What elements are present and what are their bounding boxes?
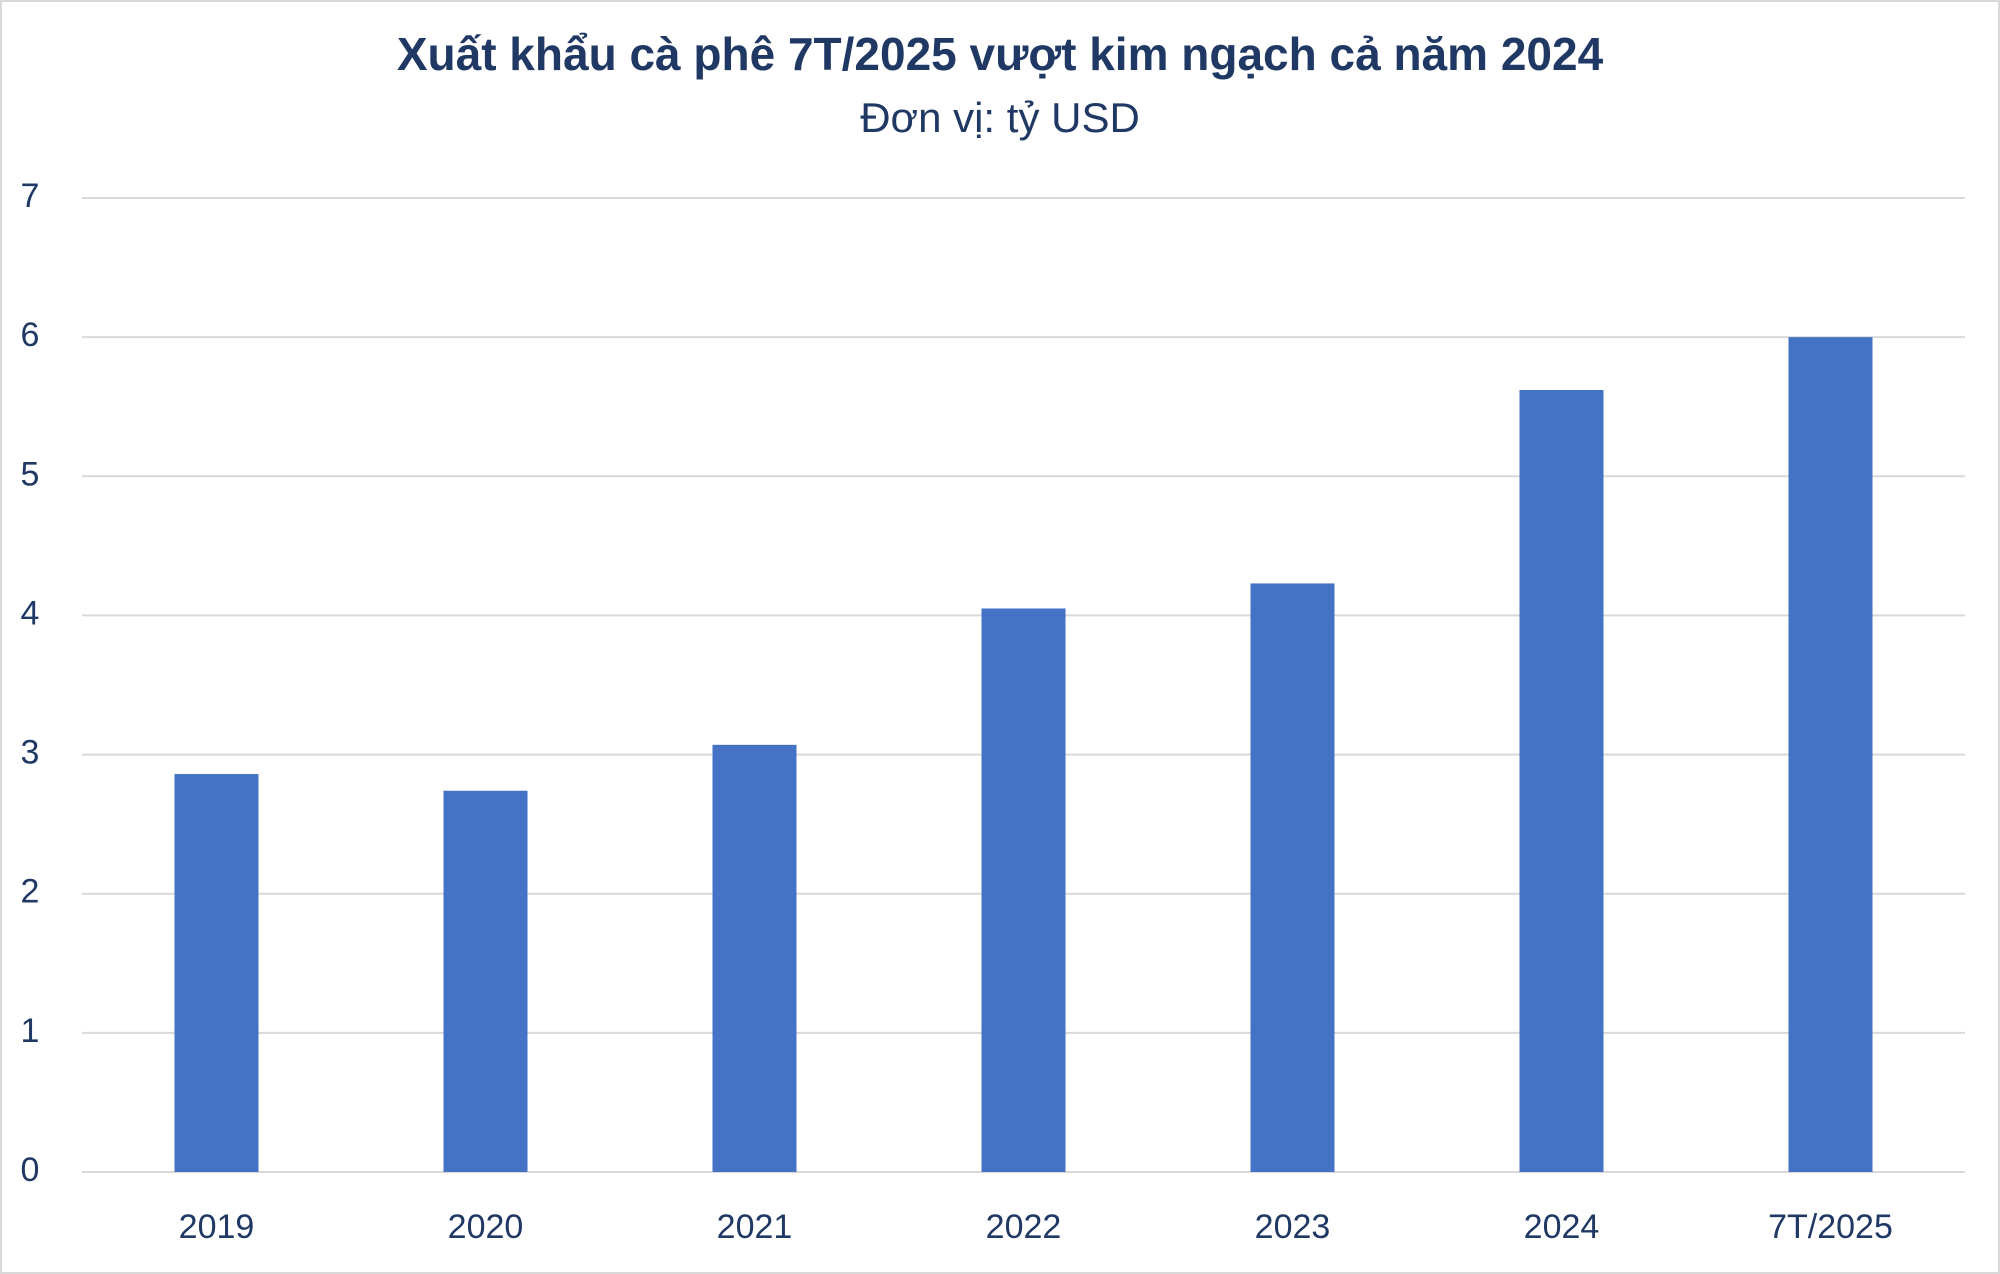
x-tick-label: 2019: [179, 1208, 255, 1246]
bar: [981, 608, 1066, 1172]
x-tick-label: 7T/2025: [1768, 1208, 1893, 1246]
x-tick-label: 2023: [1255, 1208, 1331, 1246]
x-tick-label: 2021: [717, 1208, 793, 1246]
bar: [174, 774, 259, 1172]
y-tick-label: 4: [21, 594, 40, 632]
x-tick-label: 2020: [448, 1208, 524, 1246]
bar: [1250, 583, 1335, 1172]
y-tick-label: 0: [21, 1151, 40, 1189]
y-tick-label: 5: [21, 455, 40, 493]
bar: [1519, 390, 1604, 1172]
y-tick-label: 6: [21, 316, 40, 354]
chart-subtitle: Đơn vị: tỷ USD: [860, 94, 1140, 141]
y-tick-label: 2: [21, 873, 40, 911]
bar: [443, 790, 528, 1172]
bar: [1788, 337, 1873, 1173]
bar: [712, 744, 797, 1172]
y-tick-label: 3: [21, 734, 40, 772]
chart-title: Xuất khẩu cà phê 7T/2025 vượt kim ngạch …: [397, 28, 1604, 80]
y-tick-label: 1: [21, 1012, 40, 1050]
x-tick-label: 2024: [1524, 1208, 1600, 1246]
y-tick-label: 7: [21, 177, 40, 215]
x-tick-label: 2022: [986, 1208, 1062, 1246]
